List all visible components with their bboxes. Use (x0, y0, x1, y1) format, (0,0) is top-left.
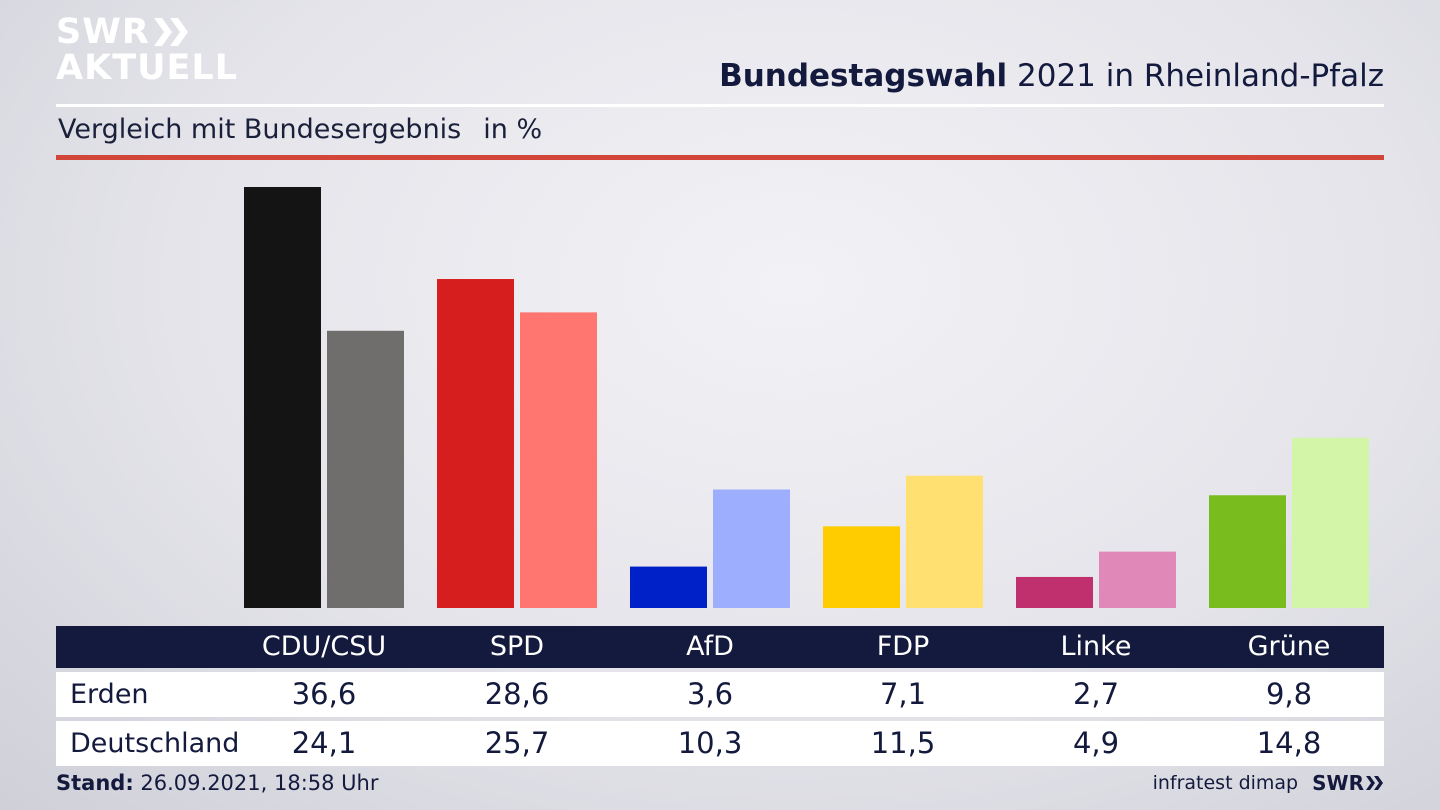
swr-brand-text: SWR (1312, 771, 1364, 795)
bar-fdp-deutschland (906, 475, 983, 608)
row-label-deutschland: Deutschland (70, 728, 240, 759)
value-erden-afd: 3,6 (686, 677, 734, 711)
category-label-linke: Linke (1060, 631, 1132, 662)
bar-fdp-erden (823, 526, 900, 608)
value-erden-cdu-csu: 36,6 (291, 677, 357, 711)
swr-brand: SWR (1312, 771, 1384, 795)
results-table: CDU/CSU SPD AfD FDP Linke Grüne Erden 36,6 28,… (56, 626, 1384, 766)
value-erden-spd: 28,6 (484, 677, 550, 711)
category-label-gr-ne: Grüne (1247, 631, 1331, 662)
table-row-deutschland: Deutschland 24,1 25,7 10,3 11,5 4,9 14,8 (56, 721, 1384, 766)
table-row-erden: Erden 36,6 28,6 3,6 7,1 2,7 9,8 (56, 672, 1384, 717)
logo-aktuell-text: AKTUELL (56, 48, 239, 88)
row-label-erden: Erden (70, 679, 149, 710)
bar-cdu-csu-deutschland (327, 330, 404, 608)
value-erden-linke: 2,7 (1072, 677, 1120, 711)
source-text: infratest dimap (1152, 772, 1299, 794)
header-divider (56, 104, 1384, 107)
value-deutschland-linke: 4,9 (1072, 726, 1120, 760)
title-rest: 2021 in Rheinland-Pfalz (1007, 58, 1384, 94)
page-title: Bundestagswahl 2021 in Rheinland-Pfalz (719, 58, 1384, 94)
value-erden-gr-ne: 9,8 (1265, 677, 1313, 711)
logo-swr-text: SWR (56, 12, 150, 52)
value-deutschland-afd: 10,3 (677, 726, 743, 760)
bar-chart (244, 187, 1369, 608)
category-label-spd: SPD (489, 631, 545, 662)
bar-linke-erden (1016, 576, 1093, 608)
value-erden-fdp: 7,1 (879, 677, 927, 711)
value-deutschland-spd: 25,7 (484, 726, 550, 760)
table-header: CDU/CSU SPD AfD FDP Linke Grüne (56, 626, 1384, 668)
swr-aktuell-logo: SWR AKTUELL (56, 14, 238, 86)
value-deutschland-gr-ne: 14,8 (1256, 726, 1322, 760)
category-label-afd: AfD (686, 631, 734, 662)
logo-chevron-icon (153, 18, 190, 46)
accent-divider (56, 155, 1384, 160)
chart-subtitle: Vergleich mit Bundesergebnis in % (58, 114, 542, 145)
unit-label: in % (483, 114, 543, 145)
value-deutschland-fdp: 11,5 (870, 726, 936, 760)
bar-afd-deutschland (713, 489, 790, 608)
title-bold: Bundestagswahl (719, 58, 1008, 94)
bar-gr-ne-erden (1209, 495, 1286, 608)
bar-gr-ne-deutschland (1292, 437, 1369, 608)
stand-label: Stand: (56, 771, 134, 795)
bar-linke-deutschland (1099, 551, 1176, 608)
timestamp: Stand: 26.09.2021, 18:58 Uhr (56, 771, 379, 795)
category-label-cdu-csu: CDU/CSU (261, 631, 387, 662)
bar-spd-deutschland (520, 312, 597, 608)
source-credit: infratest dimap SWR (1153, 771, 1384, 795)
subtitle-text: Vergleich mit Bundesergebnis (58, 114, 462, 145)
stand-value: 26.09.2021, 18:58 Uhr (133, 771, 379, 795)
bar-cdu-csu-erden (244, 187, 321, 608)
brand-chevron-icon (1366, 776, 1383, 790)
bar-afd-erden (630, 566, 707, 608)
bar-spd-erden (437, 279, 514, 608)
category-label-fdp: FDP (876, 631, 930, 662)
value-deutschland-cdu-csu: 24,1 (291, 726, 357, 760)
